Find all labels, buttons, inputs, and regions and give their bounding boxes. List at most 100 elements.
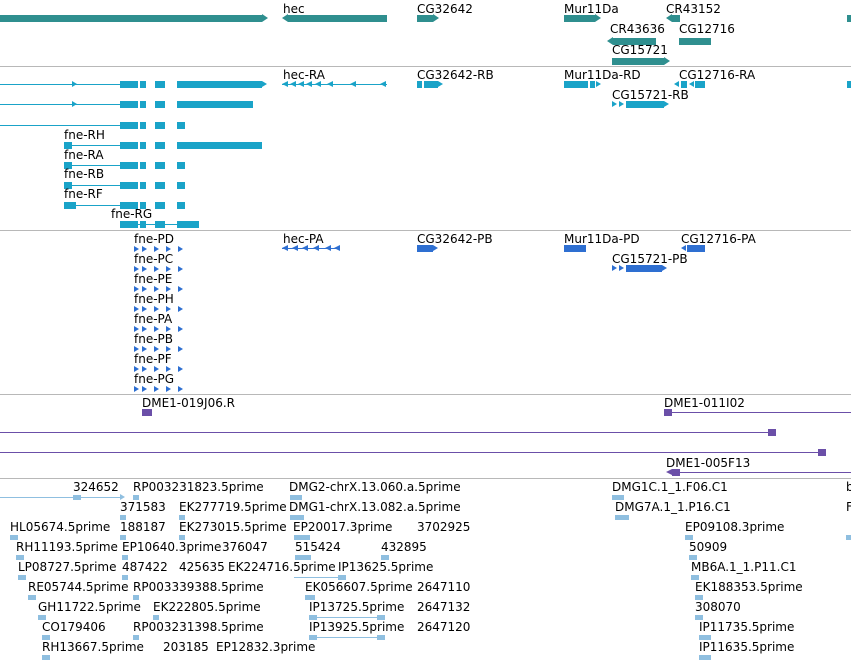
est-glyph[interactable] — [42, 635, 50, 640]
exon[interactable] — [687, 245, 705, 252]
exon[interactable] — [120, 122, 138, 129]
est-glyph[interactable] — [691, 575, 699, 580]
est-label[interactable]: DMG2-chrX.13.060.a.5prime — [289, 480, 461, 494]
gene-glyph[interactable] — [564, 15, 595, 22]
est-glyph[interactable] — [309, 635, 317, 640]
exon[interactable] — [564, 81, 588, 88]
protein-label[interactable]: fne-PB — [134, 332, 174, 346]
gene-label[interactable]: CG15721 — [612, 43, 668, 57]
est-label[interactable]: IP13925.5prime — [309, 620, 405, 634]
exon[interactable] — [626, 101, 664, 108]
est-label[interactable]: DMG1C.1_1.F06.C1 — [612, 480, 728, 494]
est-glyph[interactable] — [18, 575, 26, 580]
est-label[interactable]: EP10640.3prime — [122, 540, 222, 554]
est-glyph[interactable] — [38, 615, 46, 620]
est-glyph[interactable] — [120, 515, 126, 520]
protein-glyph-row[interactable] — [134, 245, 184, 253]
exon[interactable] — [140, 142, 146, 149]
cdna-glyph[interactable] — [664, 409, 672, 416]
exon[interactable] — [424, 81, 438, 88]
protein-glyph-row[interactable] — [134, 345, 184, 353]
est-label[interactable]: IP11635.5prime — [699, 640, 795, 654]
protein-label[interactable]: fne-PE — [134, 272, 173, 286]
est-label[interactable]: EK224716.5prime — [228, 560, 336, 574]
est-label[interactable]: F — [846, 500, 851, 514]
cdna-label[interactable]: DME1-011I02 — [664, 396, 745, 410]
cdna-glyph[interactable] — [672, 469, 680, 476]
exon[interactable] — [140, 81, 146, 88]
est-label[interactable]: RP003231823.5prime — [133, 480, 264, 494]
exon[interactable] — [177, 182, 185, 189]
est-label[interactable]: EK222805.5prime — [153, 600, 261, 614]
est-label[interactable]: 515424 — [295, 540, 341, 554]
est-label[interactable]: 2647132 — [417, 600, 471, 614]
gene-label[interactable]: CG32642 — [417, 2, 473, 16]
exon[interactable] — [120, 182, 138, 189]
est-label[interactable]: 376047 — [222, 540, 268, 554]
est-glyph[interactable] — [133, 495, 139, 500]
est-glyph[interactable] — [338, 575, 346, 580]
exon[interactable] — [155, 221, 165, 228]
exon[interactable] — [177, 142, 262, 149]
est-label[interactable]: DMG7A.1_1.P16.C1 — [615, 500, 731, 514]
protein-label[interactable]: fne-PG — [134, 372, 175, 386]
gene-label[interactable]: CG12716 — [679, 22, 735, 36]
est-label[interactable]: 324652 — [73, 480, 119, 494]
exon[interactable] — [417, 245, 433, 252]
protein-glyph-row[interactable] — [134, 385, 184, 393]
est-label[interactable]: RP003339388.5prime — [133, 580, 264, 594]
exon[interactable] — [120, 221, 138, 228]
protein-glyph-row[interactable] — [134, 365, 184, 373]
exon[interactable] — [155, 182, 165, 189]
exon[interactable] — [120, 142, 138, 149]
est-glyph[interactable] — [615, 515, 629, 520]
transcript-label[interactable]: fne-RG — [111, 207, 153, 221]
exon[interactable] — [120, 101, 138, 108]
est-glyph[interactable] — [153, 615, 159, 620]
est-label[interactable]: RH13667.5prime — [42, 640, 144, 654]
est-label[interactable]: 425635 — [179, 560, 225, 574]
gene-label[interactable]: CR43636 — [610, 22, 665, 36]
est-label[interactable]: EK188353.5prime — [695, 580, 803, 594]
cdna-glyph[interactable] — [818, 449, 826, 456]
est-label[interactable]: 487422 — [122, 560, 168, 574]
exon[interactable] — [155, 142, 165, 149]
exon[interactable] — [120, 162, 138, 169]
est-glyph[interactable] — [122, 555, 128, 560]
exon[interactable] — [155, 122, 165, 129]
est-glyph[interactable] — [10, 535, 18, 540]
est-label[interactable]: EP09108.3prime — [685, 520, 785, 534]
est-glyph[interactable] — [42, 655, 50, 660]
est-label[interactable]: EK056607.5prime — [305, 580, 413, 594]
protein-label[interactable]: CG32642-PB — [417, 232, 493, 246]
exon[interactable] — [140, 122, 146, 129]
exon[interactable] — [155, 101, 165, 108]
transcript-label[interactable]: fne-RF — [64, 187, 103, 201]
est-label[interactable]: EP12832.3prime — [216, 640, 316, 654]
protein-label[interactable]: Mur11Da-PD — [564, 232, 640, 246]
est-label[interactable]: DMG1-chrX.13.082.a.5prime — [289, 500, 461, 514]
est-glyph[interactable] — [295, 555, 311, 560]
exon[interactable] — [177, 122, 185, 129]
est-label[interactable]: b — [846, 480, 851, 494]
est-label[interactable]: IP13625.5prime — [338, 560, 434, 574]
exon[interactable] — [120, 202, 138, 209]
est-glyph[interactable] — [294, 535, 310, 540]
protein-label[interactable]: fne-PH — [134, 292, 174, 306]
est-glyph[interactable] — [846, 535, 851, 540]
est-glyph[interactable] — [685, 535, 693, 540]
est-label[interactable]: 308070 — [695, 600, 741, 614]
protein-glyph-row[interactable] — [134, 265, 184, 273]
est-label[interactable]: RH11193.5prime — [16, 540, 118, 554]
est-label[interactable]: 2647110 — [417, 580, 471, 594]
est-label[interactable]: CO179406 — [42, 620, 106, 634]
est-glyph[interactable] — [377, 615, 385, 620]
est-glyph[interactable] — [73, 495, 81, 500]
est-label[interactable]: 50909 — [689, 540, 728, 554]
exon[interactable] — [140, 182, 146, 189]
est-label[interactable]: 432895 — [381, 540, 427, 554]
exon[interactable] — [64, 202, 76, 209]
cdna-label[interactable]: DME1-019J06.R — [142, 396, 236, 410]
est-glyph[interactable] — [377, 635, 385, 640]
transcript-label[interactable]: hec-RA — [283, 68, 325, 82]
